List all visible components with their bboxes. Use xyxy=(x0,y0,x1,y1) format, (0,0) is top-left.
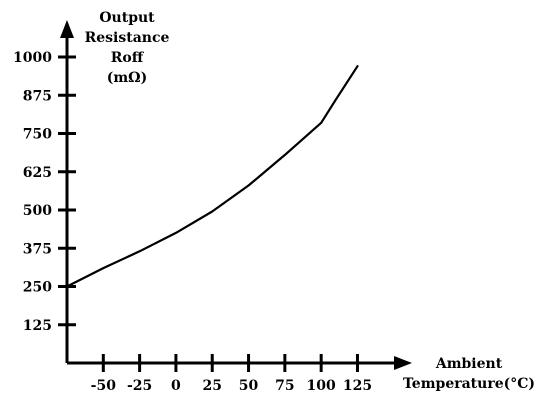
y-tick-label: 750 xyxy=(23,127,52,143)
x-tick-label: -25 xyxy=(127,378,152,394)
data-series xyxy=(65,65,359,288)
y-tick-label: 125 xyxy=(23,318,52,334)
x-tick-label: 125 xyxy=(343,378,372,394)
x-tick-label: 100 xyxy=(307,378,336,394)
y-tick-label: 625 xyxy=(23,165,52,181)
y-axis-label-line: Roff xyxy=(111,50,145,66)
y-tick-label: 500 xyxy=(23,203,52,219)
x-tick-label: 75 xyxy=(275,378,294,394)
y-tick-label: 1000 xyxy=(13,50,52,66)
y-axis-label-line: (mΩ) xyxy=(107,70,148,86)
x-tick-label: -50 xyxy=(91,378,117,394)
x-axis-label-line: Temperature(°C) xyxy=(403,376,535,392)
y-axis-label-line: Resistance xyxy=(85,30,170,46)
x-axis-label: Ambient Temperature(°C) xyxy=(403,356,535,392)
y-axis-arrow xyxy=(60,20,74,38)
y-tick-label: 250 xyxy=(23,280,52,296)
x-axis-label-line: Ambient xyxy=(435,356,503,372)
x-axis-arrow xyxy=(394,356,412,370)
series-line xyxy=(65,65,359,288)
y-tick-label: 875 xyxy=(23,88,52,104)
y-tick-label: 375 xyxy=(23,241,52,257)
y-axis-label: Output Resistance Roff (mΩ) xyxy=(85,10,170,86)
y-axis-label-line: Output xyxy=(99,10,155,26)
x-ticks: -50 -25 0 25 50 75 100 125 xyxy=(91,354,372,394)
x-tick-label: 50 xyxy=(239,378,259,394)
x-tick-label: 0 xyxy=(171,378,181,394)
x-tick-label: 25 xyxy=(202,378,221,394)
